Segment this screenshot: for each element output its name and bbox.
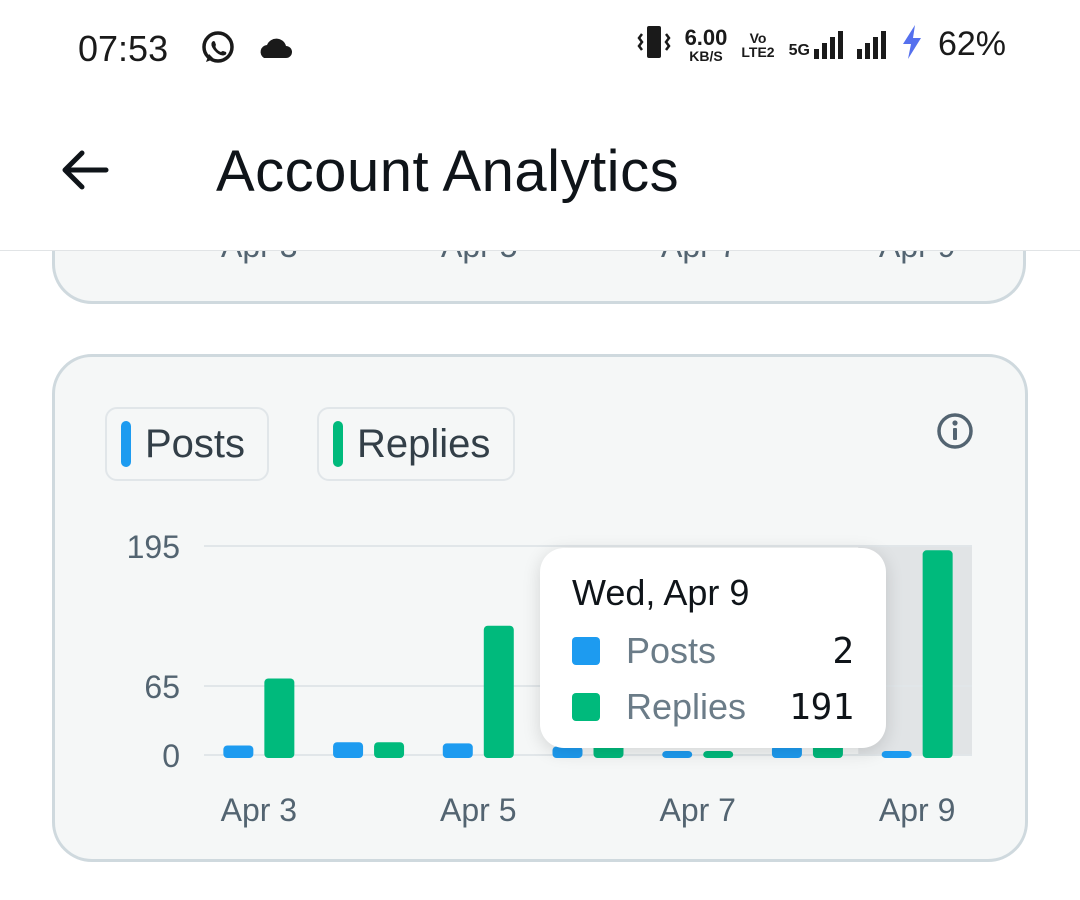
- signal-icon: [856, 30, 886, 59]
- y-tick-label: 65: [144, 669, 180, 705]
- x-tick-label: Apr 3: [221, 792, 297, 828]
- legend-posts-chip[interactable]: Posts: [105, 407, 269, 481]
- arrow-left-icon: [56, 150, 116, 204]
- posts-bar: [552, 746, 583, 758]
- tooltip-replies-value: 191: [788, 686, 854, 728]
- status-time: 07:53: [78, 28, 169, 69]
- x-tick-label: Apr 5: [440, 792, 516, 828]
- network-type: 5G: [788, 41, 810, 59]
- tooltip-posts-value: 2: [832, 630, 854, 672]
- legend-replies-label: Replies: [357, 421, 491, 466]
- y-tick-label: 195: [127, 529, 180, 565]
- posts-bar: [333, 742, 364, 758]
- tooltip-posts-swatch: [572, 637, 600, 665]
- posts-bar: [442, 743, 473, 758]
- tooltip-posts-label: Posts: [626, 630, 717, 671]
- charging-bolt-icon: [900, 24, 924, 65]
- replies-swatch: [333, 421, 343, 467]
- replies-bar: [264, 678, 295, 758]
- tooltip-date: Wed, Apr 9: [572, 572, 750, 613]
- net-speed: 6.00 KB/S: [684, 24, 728, 64]
- posts-bar: [223, 745, 254, 758]
- back-button[interactable]: [56, 140, 116, 200]
- tooltip-replies-row: Replies 191: [572, 682, 854, 732]
- tooltip-posts-row: Posts 2: [572, 626, 854, 676]
- replies-bar: [374, 742, 405, 758]
- posts-swatch: [121, 421, 131, 467]
- posts-bar: [771, 745, 802, 758]
- x-tick-label: Apr 9: [879, 792, 955, 828]
- signal-icon: [813, 30, 843, 59]
- tooltip-replies-swatch: [572, 693, 600, 721]
- status-bar: 07:53 6.00 KB/S Vo LTE2 5G 62%: [0, 0, 1080, 100]
- page-title: Account Analytics: [216, 139, 680, 204]
- y-tick-label: 0: [162, 738, 180, 774]
- replies-bar: [483, 625, 514, 758]
- chart-tooltip: Wed, Apr 9 Posts 2 Replies 191: [540, 548, 886, 748]
- legend-replies-chip[interactable]: Replies: [317, 407, 515, 481]
- replies-bar: [922, 550, 953, 758]
- tooltip-replies-label: Replies: [626, 686, 747, 727]
- info-icon: [935, 413, 975, 455]
- replies-bar: [703, 751, 734, 758]
- posts-bar: [881, 751, 912, 758]
- vibrate-icon: [637, 24, 671, 65]
- whatsapp-icon: [200, 30, 236, 71]
- posts-bar: [662, 751, 693, 758]
- info-button[interactable]: [935, 411, 975, 451]
- battery-percent: 62%: [937, 25, 1006, 63]
- volte-indicator: Vo LTE2: [741, 29, 775, 60]
- cloud-icon: [256, 36, 292, 65]
- app-header: Account Analytics: [0, 100, 1080, 251]
- legend-posts-label: Posts: [145, 421, 246, 466]
- x-tick-label: Apr 7: [659, 792, 735, 828]
